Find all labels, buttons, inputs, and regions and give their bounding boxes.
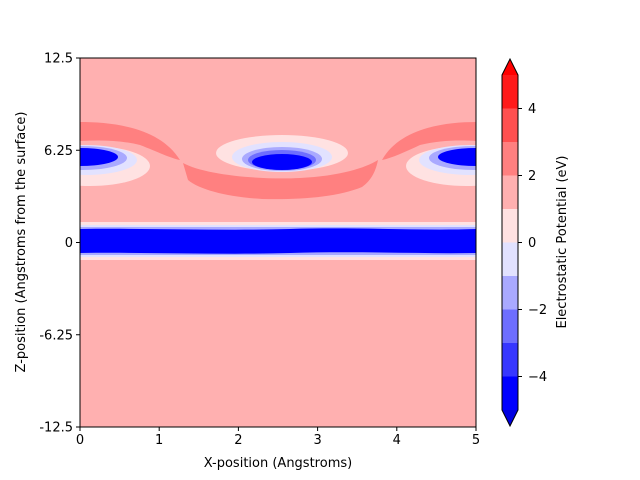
y-tick-label: 12.5 (44, 52, 73, 67)
colorbar-extend-top (502, 59, 518, 75)
colorbar-tick-label: 4 (528, 102, 536, 117)
colorbar-label: Electrostatic Potential (eV) (555, 155, 570, 328)
colorbar-tick-label: −4 (528, 370, 547, 385)
colorbar-band (502, 209, 518, 243)
colorbar-outline (501, 57, 519, 428)
x-axis-label: X-position (Angstroms) (204, 456, 352, 471)
colorbar-band (502, 75, 518, 109)
contour-fills (80, 58, 476, 427)
colorbar-band (502, 376, 518, 410)
colorbar-tick-label: 0 (528, 236, 536, 251)
colorbar-tick-label: −2 (528, 303, 547, 318)
y-tick-label: -6.25 (39, 328, 73, 343)
colorbar-ticks: −4 −2 0 2 4 (518, 102, 547, 385)
colorbar (501, 57, 519, 428)
x-tick-label: 1 (155, 433, 163, 448)
y-axis-ticks: -12.5 -6.25 0 6.25 12.5 (39, 52, 80, 436)
y-tick-label: 6.25 (44, 144, 73, 159)
colorbar-band (502, 108, 518, 142)
y-axis-label: Z-position (Angstroms from the surface) (14, 112, 29, 373)
colorbar-tick-label: 2 (528, 169, 536, 184)
x-tick-label: 5 (472, 433, 480, 448)
x-tick-label: 0 (76, 433, 84, 448)
x-tick-label: 3 (313, 433, 321, 448)
positive-arc-center (183, 160, 378, 200)
x-axis-ticks: 0 1 2 3 4 5 (76, 427, 480, 448)
y-tick-label: 0 (65, 236, 73, 251)
y-tick-label: -12.5 (39, 421, 73, 436)
colorbar-band (502, 309, 518, 343)
x-tick-label: 2 (234, 433, 242, 448)
colorbar-band (502, 175, 518, 209)
right-pocket-core (438, 148, 476, 166)
surface-core (80, 228, 476, 254)
colorbar-band (502, 242, 518, 276)
positive-arc-left (80, 122, 180, 160)
positive-arc-right (382, 122, 476, 160)
colorbar-extend-bottom (502, 410, 518, 426)
center-pocket-core (252, 154, 312, 170)
x-tick-label: 4 (393, 433, 401, 448)
colorbar-band (502, 276, 518, 310)
colorbar-band (502, 343, 518, 377)
plot-area (79, 57, 477, 428)
left-pocket-core (80, 148, 118, 166)
colorbar-band (502, 142, 518, 176)
